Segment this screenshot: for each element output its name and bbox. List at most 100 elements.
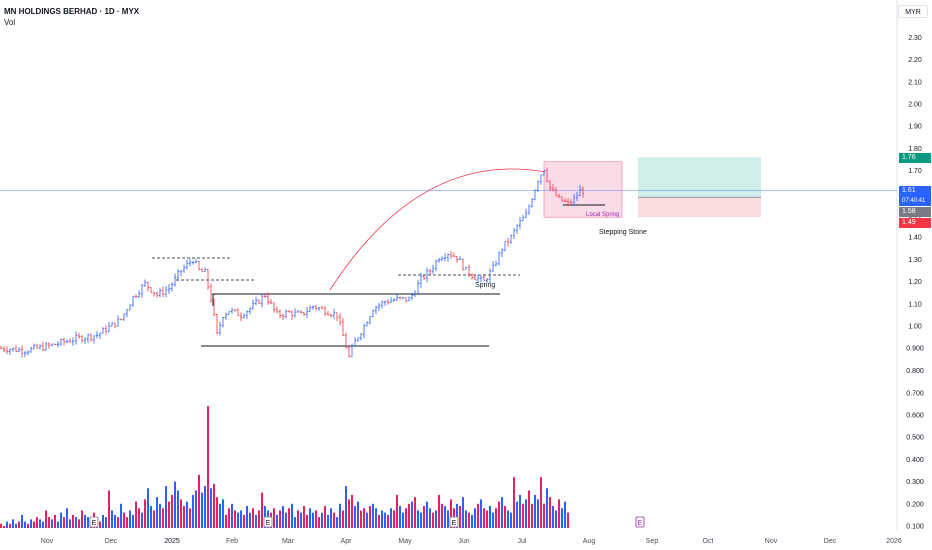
volume-bar <box>552 506 554 528</box>
volume-bar <box>54 514 56 528</box>
volume-bar <box>141 512 143 528</box>
trend-arc <box>329 168 546 291</box>
target-price-label: 1.76 <box>899 153 931 163</box>
volume-bar <box>84 514 86 528</box>
volume-bar <box>330 508 332 528</box>
time-tick-label: Oct <box>703 538 714 545</box>
volume-bar <box>219 503 221 528</box>
price-tick-label: 2.30 <box>908 35 922 42</box>
time-tick-label: Jun <box>458 538 469 545</box>
volume-bar <box>6 521 8 528</box>
volume-bar <box>309 508 311 528</box>
volume-bar <box>78 519 80 528</box>
volume-bar <box>393 510 395 528</box>
volume-bar <box>444 506 446 528</box>
volume-bar <box>279 510 281 528</box>
volume-bar <box>372 503 374 528</box>
volume-bar <box>375 508 377 528</box>
volume-bar <box>75 517 77 528</box>
volume-bar <box>213 483 215 528</box>
volume-bar <box>150 506 152 528</box>
volume-bar <box>144 499 146 528</box>
volume-bar <box>198 474 200 528</box>
volume-bar <box>105 517 107 528</box>
volume-bar <box>0 523 2 528</box>
countdown-label: 07:40:41 <box>899 196 931 206</box>
volume-bar <box>228 508 230 528</box>
volume-bar <box>192 494 194 528</box>
price-tick-label: 0.800 <box>906 368 924 375</box>
volume-bar <box>546 488 548 528</box>
volume-bar <box>57 521 59 528</box>
volume-bar <box>81 510 83 528</box>
price-tick-label: 1.30 <box>908 257 922 264</box>
volume-bar <box>351 494 353 528</box>
volume-bar <box>507 510 509 528</box>
currency-selector[interactable]: MYR <box>898 5 928 18</box>
stop-zone <box>638 197 761 218</box>
earnings-marker-label: E <box>452 520 457 527</box>
volume-bar <box>567 512 569 528</box>
volume-bar <box>258 510 260 528</box>
volume-bar <box>180 499 182 528</box>
volume-bar <box>39 519 41 528</box>
volume-bar <box>27 523 29 528</box>
volume-bar <box>534 494 536 528</box>
volume-bar <box>117 517 119 528</box>
volume-bar <box>465 510 467 528</box>
volume-bar <box>9 523 11 528</box>
volume-bar <box>423 506 425 528</box>
volume-bar <box>276 514 278 528</box>
volume-bar <box>168 501 170 528</box>
volume-bar <box>186 501 188 528</box>
volume-bar <box>324 506 326 528</box>
volume-bar <box>474 508 476 528</box>
volume-bar <box>108 490 110 528</box>
time-tick-label: Apr <box>341 538 353 545</box>
volume-bar <box>354 506 356 528</box>
volume-bar <box>66 508 68 528</box>
volume-bar <box>234 510 236 528</box>
volume-bar <box>501 497 503 528</box>
volume-bar <box>420 512 422 528</box>
time-tick-label: 2026 <box>886 538 902 545</box>
time-tick-label: Sep <box>646 538 659 545</box>
volume-bar <box>408 503 410 528</box>
volume-bar <box>201 492 203 528</box>
volume-bar <box>15 523 17 528</box>
volume-tick-label: 0.600 <box>906 413 924 420</box>
volume-bar <box>315 510 317 528</box>
volume-bar <box>231 503 233 528</box>
volume-bar <box>540 477 542 528</box>
volume-bar <box>321 512 323 528</box>
volume-bar <box>318 517 320 528</box>
chart-legend: MN HOLDINGS BERHAD · 1D · MYX Vol <box>4 6 139 28</box>
volume-bar <box>543 503 545 528</box>
earnings-marker-box <box>263 516 273 528</box>
volume-bar <box>390 508 392 528</box>
volume-bar <box>294 517 296 528</box>
earnings-marker-box <box>635 516 645 528</box>
price-tick-label: 2.00 <box>908 102 922 109</box>
volume-tick-label: 0.200 <box>906 501 924 508</box>
volume-bar <box>522 503 524 528</box>
volume-bar <box>366 512 368 528</box>
volume-bar <box>342 510 344 528</box>
earnings-marker-label: E <box>638 520 643 527</box>
volume-bar <box>282 506 284 528</box>
volume-bar <box>456 503 458 528</box>
volume-bar <box>312 512 314 528</box>
time-tick-label: May <box>398 538 412 545</box>
volume-bar <box>255 514 257 528</box>
volume-bar <box>306 514 308 528</box>
volume-bar <box>288 508 290 528</box>
volume-bar <box>411 501 413 528</box>
price-tick-label: 2.20 <box>908 57 922 64</box>
volume-bar <box>87 517 89 528</box>
volume-bar <box>405 508 407 528</box>
volume-tick-label: 0.300 <box>906 479 924 486</box>
volume-bar <box>138 508 140 528</box>
volume-bar <box>447 510 449 528</box>
price-tick-label: 1.10 <box>908 301 922 308</box>
